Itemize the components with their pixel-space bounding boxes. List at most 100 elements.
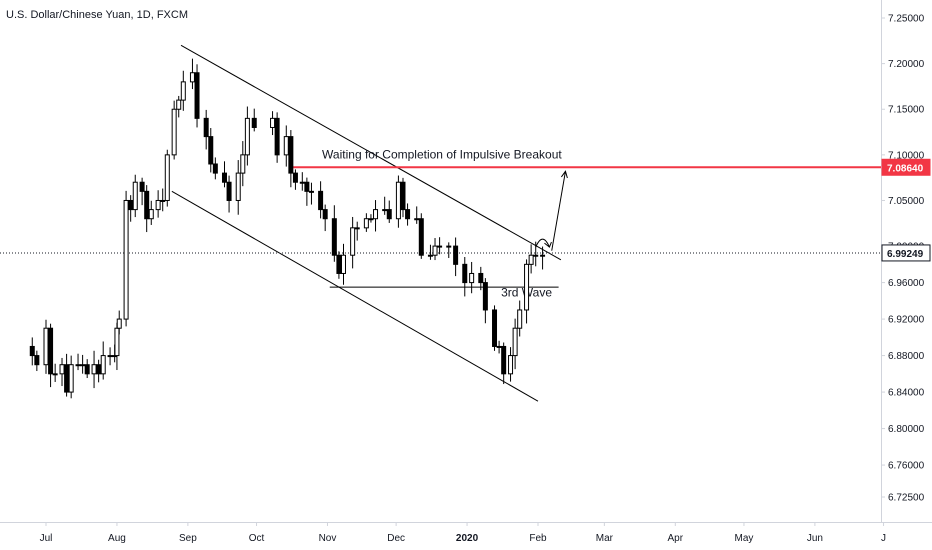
candle-body: [414, 218, 420, 221]
candle-body: [340, 254, 346, 274]
candle-body: [251, 117, 257, 128]
x-tick-label: Apr: [668, 533, 684, 544]
candle-body: [373, 209, 379, 220]
x-tick-label: Nov: [319, 533, 337, 544]
candle-body: [336, 254, 342, 274]
candle-body: [446, 245, 452, 248]
candle-body: [52, 373, 58, 376]
candle-body: [363, 218, 369, 229]
candle-body: [501, 345, 507, 375]
candle-body: [283, 136, 289, 156]
candle-body: [540, 254, 546, 257]
candle-body: [114, 327, 120, 357]
x-tick-label: 2020: [456, 533, 479, 544]
x-tick-label: Jul: [40, 533, 53, 544]
candle-body: [84, 364, 90, 375]
breakout-arrow-head: [560, 170, 568, 179]
candle-body: [437, 245, 443, 248]
curved-arrow-head: [544, 241, 552, 248]
candle-body: [270, 117, 276, 128]
y-tick-label: 7.20000: [888, 59, 925, 70]
y-tick-label: 7.05000: [888, 196, 925, 207]
candle-body: [395, 181, 401, 220]
candle-body: [107, 355, 113, 358]
candle-body: [155, 199, 161, 211]
candle-body: [299, 181, 305, 184]
x-tick-label: Mar: [596, 533, 614, 544]
candle-body: [517, 309, 523, 329]
candle-body: [400, 181, 406, 211]
candle-body: [318, 190, 324, 211]
y-tick-label: 6.88000: [888, 351, 925, 362]
x-tick-label: Oct: [249, 533, 265, 544]
candle-body: [240, 154, 246, 174]
y-tick-label: 7.15000: [888, 105, 925, 116]
candle-body: [235, 172, 241, 201]
candle-body: [508, 355, 514, 375]
y-tick-label: 6.76000: [888, 461, 925, 472]
candle-body: [304, 181, 310, 192]
candle-body: [203, 117, 209, 138]
curved-arrow: [535, 238, 550, 248]
candle-body: [432, 245, 438, 256]
candle-body: [43, 327, 49, 366]
x-tick-label: May: [735, 533, 754, 544]
candle-body: [368, 218, 374, 221]
candle-body: [160, 199, 166, 202]
resistance-price-badge-label: 7.08640: [887, 163, 924, 174]
candle-body: [524, 263, 530, 311]
candle-body: [212, 163, 218, 174]
candle-body: [482, 282, 488, 311]
candle-body: [68, 364, 74, 393]
x-tick-label: Jun: [807, 533, 823, 544]
candle-body: [59, 364, 65, 375]
candle-body: [100, 355, 106, 375]
candle-body: [34, 355, 40, 366]
candle-body: [382, 209, 388, 212]
annotation-breakout: Waiting for Completion of Impulsive Brea…: [322, 148, 562, 162]
candle-body: [75, 364, 81, 367]
candle-body: [226, 181, 232, 201]
x-tick-label: Feb: [529, 533, 547, 544]
candle-body: [512, 327, 518, 357]
candle-body: [308, 190, 314, 193]
channel-lower-line[interactable]: [171, 190, 539, 402]
x-tick-label: J: [881, 533, 886, 544]
candle-body: [478, 272, 484, 284]
candle-body: [116, 318, 122, 329]
y-tick-label: 7.25000: [888, 14, 925, 25]
candle-body: [405, 209, 411, 220]
candle-body: [194, 72, 200, 119]
candle-body: [322, 209, 328, 220]
candle-body: [331, 218, 337, 256]
candle-body: [48, 327, 54, 375]
y-tick-label: 7.10000: [888, 150, 925, 161]
candle-body: [148, 209, 154, 220]
candle-body: [274, 117, 280, 156]
y-tick-label: 6.80000: [888, 424, 925, 435]
candle-body: [123, 199, 129, 320]
candle-body: [469, 272, 475, 284]
candle-body: [80, 364, 86, 367]
y-tick-label: 6.92000: [888, 315, 925, 326]
candle-body: [453, 245, 459, 265]
candle-body: [96, 364, 102, 375]
candle-body: [533, 254, 539, 257]
candle-body: [292, 172, 298, 183]
y-tick-label: 6.72500: [888, 493, 925, 504]
candle-body: [350, 227, 356, 256]
candle-body: [288, 136, 294, 174]
x-tick-label: Dec: [387, 533, 405, 544]
candle-body: [128, 199, 134, 211]
candle-body: [91, 364, 97, 375]
candle-body: [221, 172, 227, 183]
candle-body: [64, 364, 70, 393]
candle-body: [462, 263, 468, 284]
x-tick-label: Aug: [108, 533, 126, 544]
channel-upper-line[interactable]: [180, 44, 562, 261]
resistance-price-badge: [881, 158, 931, 176]
candle-body: [144, 190, 150, 220]
last-price-badge-label: 6.99249: [887, 249, 924, 260]
candle-body: [496, 345, 502, 348]
